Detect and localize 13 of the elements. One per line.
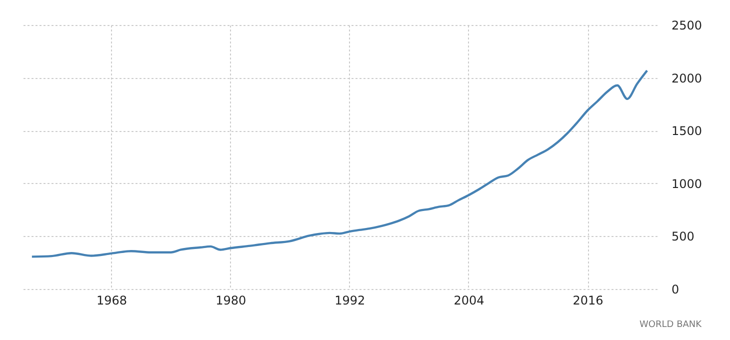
- x-tick-label: 2016: [572, 294, 604, 308]
- y-tick-label: 1000: [672, 176, 702, 191]
- line-series: [30, 69, 648, 258]
- text: WORLD BANK: [640, 320, 703, 330]
- y-tick-label: 0: [672, 282, 680, 296]
- x-tick-label: 2004: [454, 294, 484, 308]
- x-tick-label: 1992: [334, 294, 366, 308]
- y-tick-label: 1500: [672, 124, 702, 138]
- y-tick-label: 2500: [672, 18, 702, 32]
- y-tick-label: 2000: [672, 71, 702, 86]
- x-tick-label: 1968: [96, 294, 128, 308]
- x-tick-label: 1980: [216, 294, 246, 308]
- y-tick-label: 500: [672, 230, 694, 244]
